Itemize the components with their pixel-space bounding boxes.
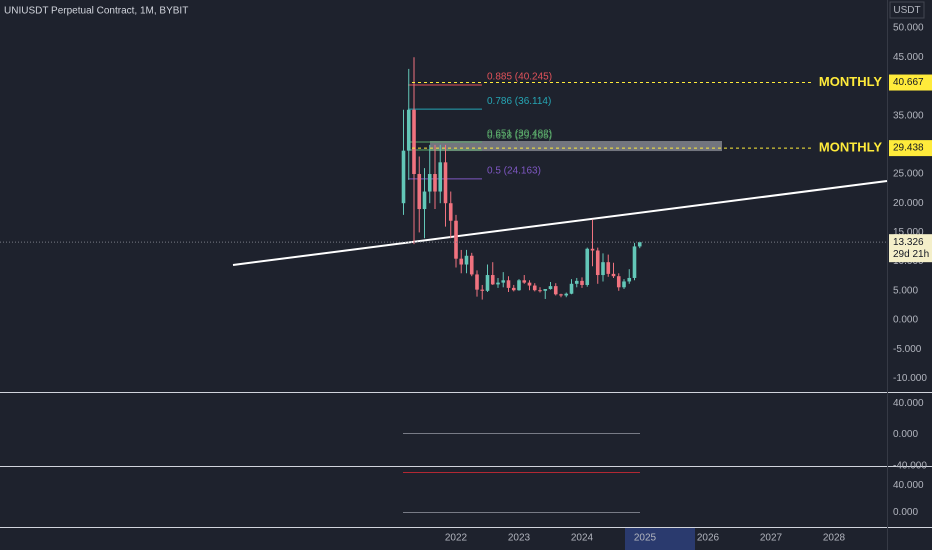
candle-body — [632, 246, 637, 278]
candle-body — [433, 174, 437, 192]
last-price-label: 13.326 — [893, 237, 924, 248]
countdown-label: 29d 21h — [893, 249, 929, 260]
price-tag-label: 29.438 — [893, 143, 924, 154]
price-tag — [889, 234, 932, 263]
candle-body — [506, 280, 511, 288]
candle-body — [564, 293, 569, 296]
pane-tick-label: 0.000 — [893, 507, 918, 518]
candle-body — [511, 287, 516, 291]
y-tick-label: 0.000 — [893, 315, 918, 326]
candle-body — [590, 248, 595, 251]
key-level-note: MONTHLY — [819, 140, 882, 155]
candle-body — [406, 109, 411, 151]
fib-label: 0.651 (30.482) — [487, 129, 552, 140]
candle-body — [522, 280, 527, 283]
pane-tick-label: -40.000 — [893, 461, 927, 472]
x-tick-label: 2028 — [823, 533, 846, 544]
candle-body — [532, 285, 537, 291]
fib-zone — [430, 141, 722, 152]
candle-body — [585, 248, 590, 285]
candle-body — [538, 290, 542, 292]
candle-body — [417, 174, 422, 210]
candle-body — [469, 255, 474, 275]
candle-body — [616, 276, 621, 288]
candle-body — [517, 280, 521, 291]
candle-body — [448, 203, 453, 221]
key-level-note: MONTHLY — [819, 74, 882, 89]
y-tick-label: -5.000 — [893, 344, 922, 355]
y-tick-label: 25.000 — [893, 169, 924, 180]
candle-body — [601, 262, 605, 276]
candle-body — [543, 289, 548, 291]
x-tick-label: 2024 — [571, 533, 594, 544]
candle-body — [454, 220, 458, 259]
candle-body — [443, 162, 448, 204]
y-tick-label: 20.000 — [893, 198, 924, 209]
price-tag — [889, 140, 932, 157]
chart-header: UNIUSDT Perpetual Contract, 1M, BYBIT — [4, 6, 188, 17]
y-tick-label: 15.000 — [893, 227, 924, 238]
candle-body — [637, 242, 642, 247]
pane-tick-label: 0.000 — [893, 429, 918, 440]
y-tick-label: 35.000 — [893, 110, 924, 121]
candle-body — [595, 250, 600, 276]
candle-body — [427, 174, 432, 192]
x-tick-label: 2025 — [634, 533, 657, 544]
candle-body — [480, 289, 485, 291]
pane-tick-label: 40.000 — [893, 480, 924, 491]
currency-label: USDT — [893, 5, 920, 16]
pane-tick-label: 40.000 — [893, 398, 924, 409]
trend-line — [232, 180, 888, 266]
current-period-highlight — [625, 528, 695, 550]
candle-body — [464, 255, 469, 265]
fib-label: 0.5 (24.163) — [487, 166, 541, 177]
currency-box — [889, 1, 925, 19]
candle-body — [490, 275, 495, 285]
candle-body — [501, 280, 506, 283]
fib-label: 0.885 (40.245) — [487, 72, 552, 83]
candle-body — [438, 162, 443, 192]
candle-body — [548, 286, 553, 290]
x-tick-label: 2022 — [445, 533, 468, 544]
candle-body — [574, 280, 579, 284]
candle-body — [569, 283, 574, 294]
y-tick-label: -10.000 — [893, 373, 927, 384]
y-tick-label: 50.000 — [893, 23, 924, 34]
candle-body — [527, 282, 532, 286]
candle-body — [622, 281, 626, 288]
candle-body — [580, 280, 584, 285]
price-tag — [889, 74, 932, 91]
candle-body — [422, 191, 427, 210]
candle-body — [475, 274, 479, 290]
candle-body — [412, 109, 416, 175]
y-tick-label: 5.000 — [893, 285, 918, 296]
y-tick-label: 45.000 — [893, 52, 924, 63]
candle-body — [627, 277, 632, 282]
price-tag-label: 40.667 — [893, 77, 924, 88]
fib-label: 0.618 (29.105) — [487, 131, 552, 142]
candle-body — [459, 258, 464, 265]
candle-body — [606, 262, 611, 274]
candle-body — [611, 273, 616, 277]
x-tick-label: 2027 — [760, 533, 783, 544]
candle-body — [496, 282, 500, 285]
x-tick-label: 2026 — [697, 533, 720, 544]
candle-body — [559, 294, 563, 296]
candle-body — [485, 275, 490, 291]
x-tick-label: 2023 — [508, 533, 531, 544]
candle-body — [553, 286, 558, 295]
fib-label: 0.786 (36.114) — [487, 96, 551, 107]
candle-body — [401, 150, 406, 204]
